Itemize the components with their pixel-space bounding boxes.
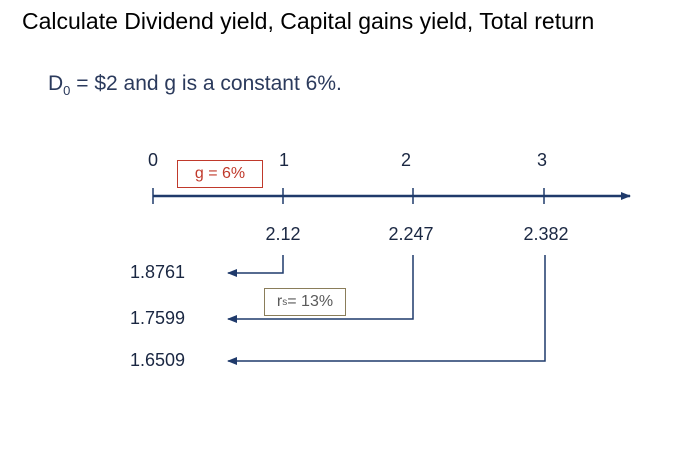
present-value-1: 1.8761 — [130, 262, 186, 282]
slide-title: Calculate Dividend yield, Capital gains … — [22, 8, 595, 34]
present-value-3: 1.6509 — [130, 350, 186, 370]
rate-prefix: r — [276, 293, 283, 310]
growth-rate-box: g = 6% — [177, 160, 263, 188]
dividend-year-2: 2.247 — [388, 224, 434, 244]
given-subscript: 0 — [63, 83, 71, 99]
discount-line-1 — [227, 255, 284, 277]
dividend-year-1: 2.12 — [265, 224, 301, 244]
rate-suffix: = 13% — [287, 293, 334, 310]
discount-line-2 — [227, 255, 414, 323]
period-label-2: 2 — [400, 150, 412, 170]
period-label-0: 0 — [147, 150, 159, 170]
dividend-year-3: 2.382 — [523, 224, 569, 244]
given-prefix: D — [48, 72, 64, 95]
given-suffix: = $2 and g is a constant 6%. — [70, 72, 342, 95]
present-value-2: 1.7599 — [130, 308, 186, 328]
period-label-3: 3 — [536, 150, 548, 170]
discount-line-3 — [227, 255, 546, 365]
given-statement: D0 = $2 and g is a constant 6%. — [48, 72, 342, 98]
period-label-1: 1 — [278, 150, 290, 170]
rate-subscript: s — [282, 296, 288, 308]
